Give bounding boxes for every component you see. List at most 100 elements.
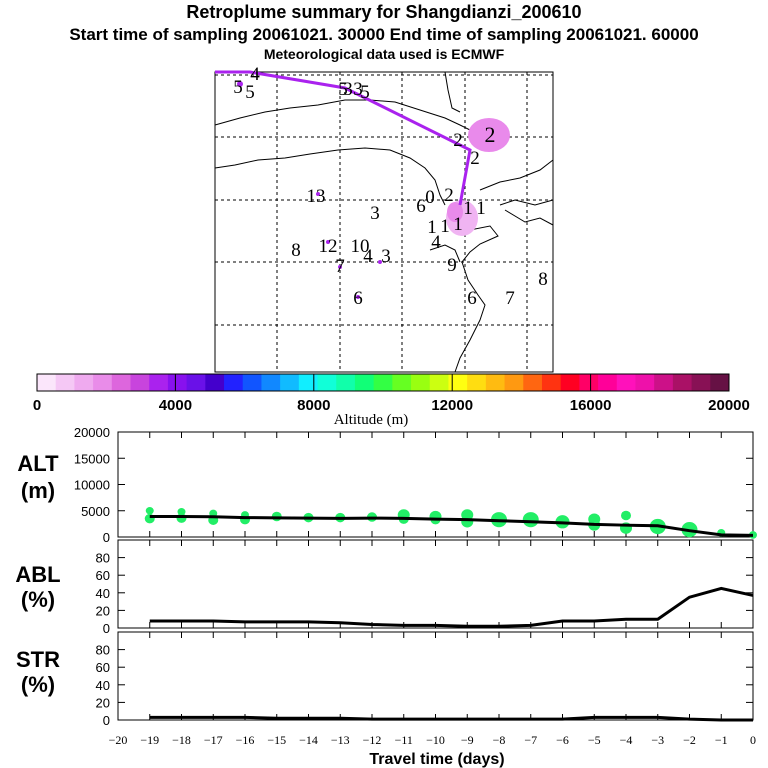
y-tick-label: 0 (103, 621, 110, 636)
alt-axis-label: ALT (17, 451, 59, 476)
colorbar-segment (317, 374, 337, 391)
colorbar-segment (710, 374, 730, 391)
x-tick-label: −20 (109, 733, 128, 747)
map-label: 10 (351, 236, 370, 257)
map-label: 2 (485, 122, 496, 147)
x-tick-label: −16 (236, 733, 255, 747)
map-label: 5 (233, 77, 243, 98)
colorbar-segment (598, 374, 618, 391)
x-tick-label: −19 (140, 733, 159, 747)
colorbar-tick-label: 0 (33, 397, 41, 414)
alt-scatter-point (145, 506, 154, 515)
colorbar-segment (672, 374, 693, 391)
map-label: 1 (427, 217, 437, 238)
x-tick-label: −8 (493, 733, 506, 747)
alt-axis-label: (m) (21, 478, 55, 503)
abl-series-line (149, 586, 754, 628)
colorbar-tick-label: 16000 (570, 397, 612, 414)
abl-axis-label: ABL (15, 562, 60, 587)
track-marker (338, 265, 342, 269)
x-tick-label: −18 (172, 733, 191, 747)
colorbar-segment (485, 374, 506, 391)
map-label: 9 (447, 255, 457, 276)
altitude-colorbar: 0 4000 8000 12000 16000 20000 Altitude (m) (33, 373, 750, 428)
time-series-panels: 05000100001500020000ALT(m)020406080ABL(%… (15, 425, 757, 768)
str-axis-label: STR (16, 647, 60, 672)
track-marker (356, 295, 360, 299)
colorbar-segment (37, 374, 57, 391)
colorbar-segment (167, 374, 188, 391)
map-label: 6 (416, 196, 426, 217)
map-label: 3 (353, 79, 363, 100)
y-tick-label: 80 (96, 643, 110, 658)
colorbar-segment (149, 374, 169, 391)
colorbar-segment (654, 374, 674, 391)
y-tick-label: 60 (96, 660, 110, 675)
alt-scatter-point (522, 512, 539, 528)
track-marker (326, 240, 330, 244)
alt-scatter-point (621, 510, 631, 521)
map-label: 6 (353, 288, 363, 309)
track-marker (316, 192, 320, 196)
colorbar-label: Altitude (m) (334, 412, 409, 428)
map-label: 1 (440, 216, 450, 237)
track-marker (378, 260, 382, 264)
map-label: 8 (291, 240, 301, 261)
colorbar-segment (504, 374, 524, 391)
alt-scatter-point (177, 508, 186, 516)
map-label: 1 (463, 198, 473, 219)
x-tick-label: −11 (395, 733, 413, 747)
map-label: 5 (338, 79, 348, 100)
x-tick-label: −15 (267, 733, 286, 747)
chart-title: Retroplume summary for Shangdianzi_20061… (186, 2, 582, 22)
colorbar-segment (130, 374, 150, 391)
plume-blob-3 (447, 202, 463, 222)
map-label: 13 (307, 186, 326, 207)
colorbar-segment (242, 374, 262, 391)
map-frame (214, 71, 554, 373)
y-tick-label: 40 (96, 586, 110, 601)
map-label: 5 (245, 82, 255, 103)
colorbar-tick-label: 12000 (431, 397, 473, 414)
colorbar-segment (224, 374, 244, 391)
y-tick-label: 20 (96, 695, 110, 710)
y-tick-label: 40 (96, 678, 110, 693)
colorbar-segment (448, 374, 468, 391)
map-label: 2 (444, 185, 454, 206)
map-label: 4 (363, 246, 373, 267)
y-tick-label: 60 (96, 568, 110, 583)
y-tick-label: 0 (103, 713, 110, 728)
colorbar-tick-label: 4000 (159, 397, 192, 414)
str-series-line (149, 715, 753, 722)
track-marker (237, 81, 243, 87)
colorbar-segment (467, 374, 487, 391)
x-tick-label: −12 (363, 733, 382, 747)
x-tick-label: −17 (204, 733, 223, 747)
colorbar-segment (93, 374, 113, 391)
map-label: 2 (470, 148, 480, 169)
map-label: 6 (467, 288, 477, 309)
x-tick-label: −3 (651, 733, 664, 747)
y-tick-label: 80 (96, 551, 110, 566)
colorbar-segment (411, 374, 431, 391)
x-axis-label: Travel time (days) (369, 751, 504, 768)
chart-subtitle-meteo: Meteorological data used is ECMWF (263, 46, 505, 62)
x-tick-label: −9 (461, 733, 474, 747)
colorbar-segment (541, 374, 562, 391)
x-tick-label: −4 (620, 733, 633, 747)
x-tick-label: −5 (588, 733, 601, 747)
x-tick-label: −10 (426, 733, 445, 747)
map-label: 7 (505, 288, 515, 309)
str-axis-label: (%) (21, 672, 55, 697)
colorbar-segment (691, 374, 711, 391)
x-tick-label: 0 (750, 733, 756, 747)
map-label: 3 (381, 246, 391, 267)
colorbar-segment (111, 374, 132, 391)
abl-panel-frame (117, 539, 754, 629)
y-tick-label: 0 (103, 530, 110, 545)
colorbar-segment (186, 374, 206, 391)
colorbar-segment (74, 374, 94, 391)
map-label: 2 (453, 130, 463, 151)
map-label: 4 (250, 64, 260, 85)
